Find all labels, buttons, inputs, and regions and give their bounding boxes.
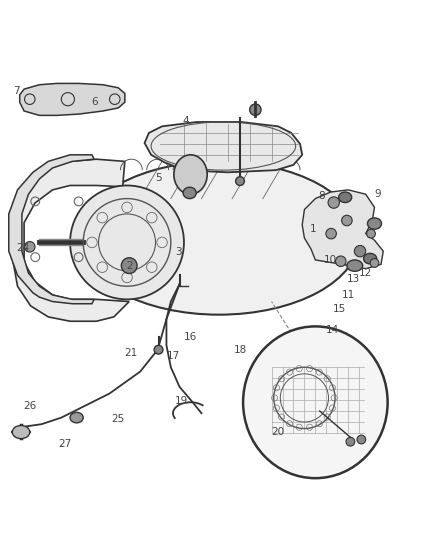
Ellipse shape [357,435,366,444]
Text: 13: 13 [347,274,360,284]
Ellipse shape [354,246,366,257]
Text: 18: 18 [233,345,247,355]
Ellipse shape [70,413,83,423]
Ellipse shape [25,241,35,252]
PathPatch shape [145,122,302,172]
Ellipse shape [183,187,196,199]
Text: 25: 25 [111,414,124,424]
Ellipse shape [339,192,352,203]
Text: 24: 24 [16,243,29,253]
Ellipse shape [364,253,377,264]
Ellipse shape [347,260,363,271]
Text: 7: 7 [13,86,20,96]
Ellipse shape [243,326,388,478]
Ellipse shape [326,229,336,239]
Ellipse shape [250,104,261,115]
Text: 5: 5 [155,173,162,183]
Ellipse shape [70,185,184,300]
Text: 1: 1 [310,224,317,235]
Text: 26: 26 [23,401,36,411]
PathPatch shape [20,84,125,115]
Ellipse shape [370,259,379,268]
Text: 11: 11 [342,290,355,300]
Ellipse shape [328,197,339,208]
Ellipse shape [367,229,375,238]
Text: 27: 27 [58,439,71,449]
Ellipse shape [79,161,359,314]
PathPatch shape [9,155,94,304]
Ellipse shape [154,345,163,354]
Ellipse shape [236,177,244,185]
Text: 14: 14 [325,325,339,335]
Text: 12: 12 [359,268,372,278]
Text: 3: 3 [175,247,182,257]
Text: 9: 9 [374,189,381,199]
Ellipse shape [121,258,137,273]
Text: 8: 8 [318,191,325,201]
Text: 4: 4 [183,116,190,126]
Text: 2: 2 [126,261,133,271]
PathPatch shape [302,190,383,269]
Text: 20: 20 [272,427,285,437]
Text: 16: 16 [184,333,197,343]
Ellipse shape [342,215,352,226]
Ellipse shape [336,256,346,266]
Ellipse shape [367,218,381,229]
Text: 21: 21 [124,348,137,358]
Ellipse shape [346,437,355,446]
Text: 6: 6 [91,97,98,107]
Text: 10: 10 [324,255,337,265]
Text: 19: 19 [175,397,188,406]
Text: 15: 15 [333,304,346,314]
PathPatch shape [13,159,129,321]
Ellipse shape [174,155,207,194]
Text: 17: 17 [166,351,180,361]
Ellipse shape [12,425,30,439]
